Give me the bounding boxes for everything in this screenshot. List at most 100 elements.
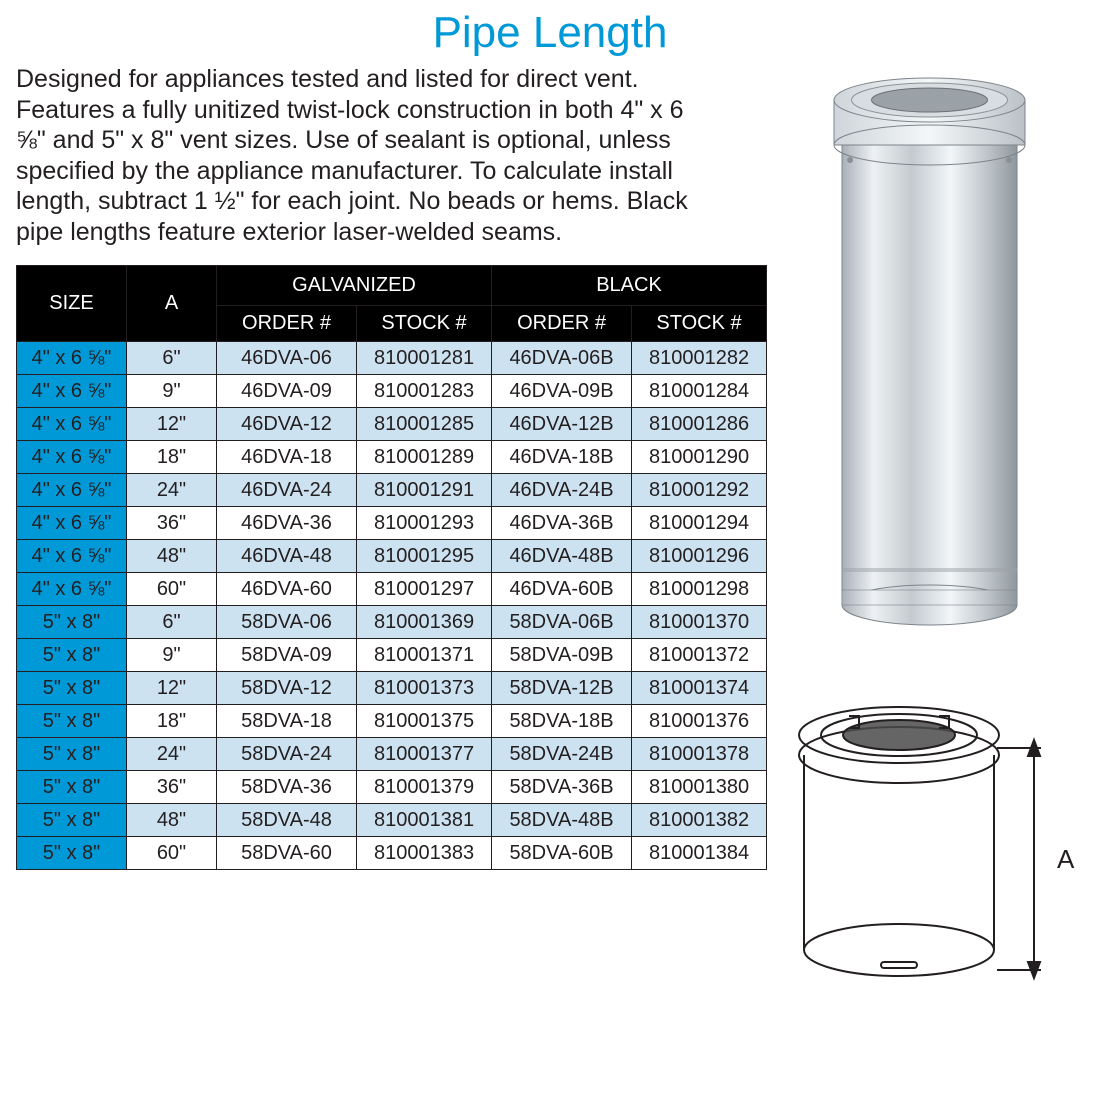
cell-black-order: 58DVA-06B (492, 606, 632, 639)
cell-size: 4" x 6 ⅝" (17, 507, 127, 540)
cell-galv-order: 46DVA-60 (217, 573, 357, 606)
cell-size: 4" x 6 ⅝" (17, 474, 127, 507)
cell-black-order: 46DVA-12B (492, 408, 632, 441)
cell-size: 4" x 6 ⅝" (17, 441, 127, 474)
cell-galv-stock: 810001379 (357, 771, 492, 804)
cell-black-order: 58DVA-48B (492, 804, 632, 837)
cell-black-stock: 810001380 (632, 771, 767, 804)
cell-galv-stock: 810001291 (357, 474, 492, 507)
cell-galv-stock: 810001381 (357, 804, 492, 837)
cell-galv-order: 46DVA-18 (217, 441, 357, 474)
cell-black-stock: 810001282 (632, 342, 767, 375)
cell-galv-order: 58DVA-36 (217, 771, 357, 804)
page-title: Pipe Length (16, 8, 1084, 58)
table-row: 4" x 6 ⅝"18"46DVA-1881000128946DVA-18B81… (17, 441, 767, 474)
cell-size: 5" x 8" (17, 705, 127, 738)
table-row: 5" x 8"24"58DVA-2481000137758DVA-24B8100… (17, 738, 767, 771)
cell-black-stock: 810001382 (632, 804, 767, 837)
table-row: 5" x 8"48"58DVA-4881000138158DVA-48B8100… (17, 804, 767, 837)
table-row: 5" x 8"36"58DVA-3681000137958DVA-36B8100… (17, 771, 767, 804)
cell-black-order: 46DVA-09B (492, 375, 632, 408)
cell-size: 5" x 8" (17, 771, 127, 804)
cell-a: 12" (127, 408, 217, 441)
cell-size: 5" x 8" (17, 639, 127, 672)
table-row: 5" x 8"12"58DVA-1281000137358DVA-12B8100… (17, 672, 767, 705)
cell-a: 6" (127, 606, 217, 639)
cell-black-order: 58DVA-12B (492, 672, 632, 705)
col-header-black: BLACK (492, 266, 767, 306)
product-images-column: A (774, 60, 1094, 1000)
cell-black-order: 58DVA-36B (492, 771, 632, 804)
cell-black-order: 58DVA-24B (492, 738, 632, 771)
cell-black-stock: 810001294 (632, 507, 767, 540)
cell-black-order: 46DVA-24B (492, 474, 632, 507)
cell-black-order: 58DVA-60B (492, 837, 632, 870)
pipe-photo-icon (812, 70, 1047, 650)
cell-galv-stock: 810001281 (357, 342, 492, 375)
cell-a: 60" (127, 573, 217, 606)
description-text: Designed for appliances tested and liste… (16, 64, 716, 247)
table-row: 5" x 8"6"58DVA-0681000136958DVA-06B81000… (17, 606, 767, 639)
table-row: 4" x 6 ⅝"48"46DVA-4881000129546DVA-48B81… (17, 540, 767, 573)
cell-galv-stock: 810001285 (357, 408, 492, 441)
cell-a: 36" (127, 507, 217, 540)
table-row: 4" x 6 ⅝"36"46DVA-3681000129346DVA-36B81… (17, 507, 767, 540)
table-row: 4" x 6 ⅝"12"46DVA-1281000128546DVA-12B81… (17, 408, 767, 441)
cell-a: 9" (127, 639, 217, 672)
spec-table-container: SIZE A GALVANIZED BLACK ORDER # STOCK # … (16, 265, 767, 870)
cell-black-order: 58DVA-18B (492, 705, 632, 738)
table-row: 4" x 6 ⅝"60"46DVA-6081000129746DVA-60B81… (17, 573, 767, 606)
cell-size: 4" x 6 ⅝" (17, 342, 127, 375)
cell-black-order: 46DVA-18B (492, 441, 632, 474)
cell-galv-order: 58DVA-18 (217, 705, 357, 738)
cell-black-order: 46DVA-60B (492, 573, 632, 606)
cell-a: 18" (127, 441, 217, 474)
cell-galv-order: 46DVA-12 (217, 408, 357, 441)
cell-galv-order: 58DVA-06 (217, 606, 357, 639)
cell-a: 6" (127, 342, 217, 375)
cell-galv-order: 58DVA-48 (217, 804, 357, 837)
cell-galv-stock: 810001295 (357, 540, 492, 573)
table-row: 5" x 8"18"58DVA-1881000137558DVA-18B8100… (17, 705, 767, 738)
cell-galv-stock: 810001369 (357, 606, 492, 639)
cell-galv-order: 46DVA-24 (217, 474, 357, 507)
cell-a: 24" (127, 474, 217, 507)
cell-galv-stock: 810001373 (357, 672, 492, 705)
cell-size: 5" x 8" (17, 738, 127, 771)
cell-size: 4" x 6 ⅝" (17, 573, 127, 606)
cell-a: 18" (127, 705, 217, 738)
cell-galv-order: 46DVA-48 (217, 540, 357, 573)
cell-galv-order: 46DVA-36 (217, 507, 357, 540)
cell-size: 4" x 6 ⅝" (17, 408, 127, 441)
dimension-a-label: A (1057, 844, 1075, 874)
cell-a: 36" (127, 771, 217, 804)
cell-black-stock: 810001298 (632, 573, 767, 606)
cell-a: 48" (127, 804, 217, 837)
spec-table: SIZE A GALVANIZED BLACK ORDER # STOCK # … (16, 265, 767, 870)
table-row: 4" x 6 ⅝"9"46DVA-0981000128346DVA-09B810… (17, 375, 767, 408)
cell-size: 5" x 8" (17, 804, 127, 837)
cell-size: 5" x 8" (17, 672, 127, 705)
col-header-black-order: ORDER # (492, 306, 632, 342)
col-header-size: SIZE (17, 266, 127, 342)
cell-galv-stock: 810001375 (357, 705, 492, 738)
pipe-diagram-icon: A (789, 680, 1079, 1000)
cell-black-stock: 810001376 (632, 705, 767, 738)
cell-galv-stock: 810001283 (357, 375, 492, 408)
cell-galv-stock: 810001371 (357, 639, 492, 672)
cell-black-order: 46DVA-36B (492, 507, 632, 540)
cell-size: 5" x 8" (17, 837, 127, 870)
table-row: 4" x 6 ⅝"24"46DVA-2481000129146DVA-24B81… (17, 474, 767, 507)
cell-black-stock: 810001374 (632, 672, 767, 705)
col-header-a: A (127, 266, 217, 342)
cell-a: 48" (127, 540, 217, 573)
cell-black-stock: 810001378 (632, 738, 767, 771)
table-row: 5" x 8"60"58DVA-6081000138358DVA-60B8100… (17, 837, 767, 870)
cell-a: 9" (127, 375, 217, 408)
col-header-black-stock: STOCK # (632, 306, 767, 342)
cell-galv-order: 58DVA-09 (217, 639, 357, 672)
cell-galv-order: 58DVA-24 (217, 738, 357, 771)
cell-black-stock: 810001370 (632, 606, 767, 639)
cell-galv-stock: 810001293 (357, 507, 492, 540)
cell-a: 12" (127, 672, 217, 705)
